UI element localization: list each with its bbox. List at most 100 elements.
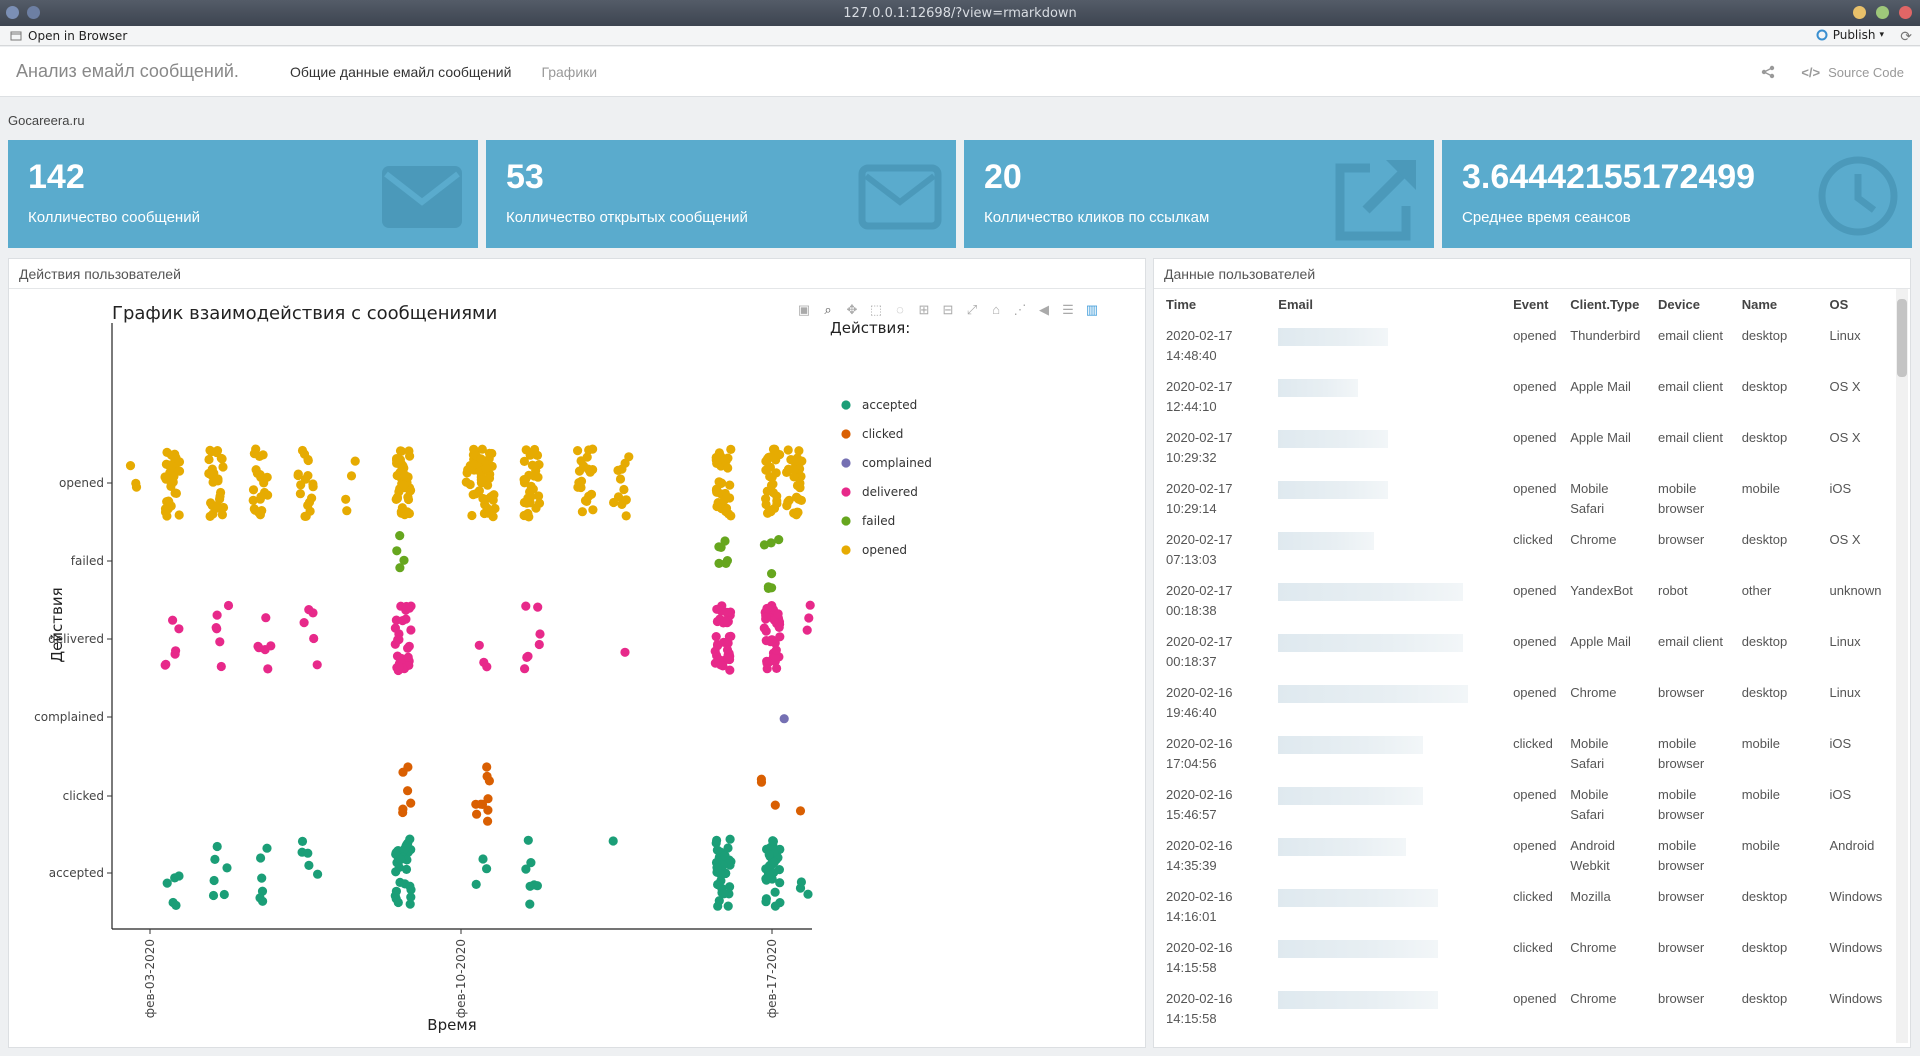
spike-lines-icon[interactable]: ⋰: [1013, 302, 1027, 317]
data-point-opened: [218, 462, 228, 472]
data-point-accepted: [405, 834, 415, 844]
table-scrollbar[interactable]: [1896, 289, 1908, 1043]
data-point-clicked: [756, 777, 767, 787]
data-point-accepted: [303, 848, 313, 858]
refresh-icon[interactable]: ⟳: [1900, 28, 1912, 44]
column-header-email[interactable]: Email: [1278, 296, 1313, 312]
open-in-browser-button[interactable]: Open in Browser: [0, 29, 127, 43]
column-header-name[interactable]: Name: [1741, 296, 1778, 312]
publish-button[interactable]: Publish ▾: [1815, 28, 1884, 42]
date-text: 2020-02-17: [1166, 328, 1233, 343]
date-text: 2020-02-16: [1166, 685, 1233, 700]
data-point-accepted: [482, 864, 492, 874]
legend-label-clicked[interactable]: clicked: [862, 427, 903, 441]
data-point-opened: [293, 470, 303, 481]
data-point-accepted: [725, 834, 735, 844]
data-point-delivered: [212, 610, 222, 620]
data-point-accepted: [525, 881, 535, 891]
scrollbar-thumb[interactable]: [1897, 299, 1907, 377]
data-point-delivered: [479, 657, 489, 667]
home-icon[interactable]: ⌂: [992, 302, 1000, 317]
maximize-button[interactable]: [1876, 6, 1889, 19]
x-axis-label: Время: [427, 1016, 476, 1034]
data-point-accepted: [222, 863, 232, 873]
source-code-link[interactable]: </> Source Code: [1801, 65, 1904, 80]
box-select-icon[interactable]: ⬚: [869, 302, 883, 317]
hover-closest-icon[interactable]: ◀: [1039, 302, 1049, 317]
legend-label-delivered[interactable]: delivered: [862, 485, 918, 499]
data-point-accepted: [719, 889, 729, 899]
pan-icon[interactable]: ✥: [846, 302, 858, 317]
data-point-opened: [295, 489, 305, 499]
column-header-event[interactable]: Event: [1513, 296, 1549, 312]
session-caption: Среднее время сеансов: [1462, 209, 1631, 226]
data-point-accepted: [713, 879, 723, 890]
os-cell: Windows: [1829, 940, 1883, 955]
data-point-accepted: [713, 901, 723, 911]
data-point-accepted: [720, 851, 730, 861]
data-point-opened: [524, 512, 534, 522]
data-point-clicked: [406, 798, 416, 808]
close-button[interactable]: [1899, 6, 1912, 19]
zoom-in-icon[interactable]: ⊞: [918, 302, 930, 317]
event-cell: clicked: [1513, 736, 1553, 751]
legend-label-accepted[interactable]: accepted: [862, 398, 917, 412]
event-cell: clicked: [1513, 940, 1553, 955]
data-point-accepted: [219, 889, 229, 900]
zoom-icon[interactable]: ⌕: [824, 302, 832, 317]
pin-icon[interactable]: [27, 6, 40, 19]
data-point-accepted: [478, 854, 488, 864]
email-cell: [1272, 778, 1507, 829]
lasso-select-icon[interactable]: ◌: [896, 302, 904, 317]
column-header-device[interactable]: Device: [1658, 296, 1700, 312]
tab-general[interactable]: Общие данные емайл сообщений: [290, 63, 512, 80]
time-text: 10:29:14: [1166, 501, 1217, 516]
value-box-clicks: 20 Колличество кликов по ссылкам: [964, 140, 1434, 248]
time-cell: 2020-02-17 10:29:32: [1160, 421, 1272, 472]
plotly-logo-icon[interactable]: ▥: [1085, 302, 1099, 317]
data-point-delivered: [711, 632, 721, 642]
legend-label-complained[interactable]: complained: [862, 456, 932, 470]
data-point-accepted: [257, 873, 267, 883]
device-cell: mobile browser: [1658, 481, 1705, 516]
y-tick-label: failed: [71, 554, 104, 568]
camera-icon[interactable]: ▣: [797, 302, 811, 317]
email-cell: [1272, 982, 1507, 1033]
legend-label-opened[interactable]: opened: [862, 543, 907, 557]
minimize-button[interactable]: [1853, 6, 1866, 19]
name-cell: desktop: [1741, 991, 1788, 1006]
data-point-opened: [125, 461, 136, 471]
y-tick-label: opened: [59, 476, 104, 490]
legend-label-failed[interactable]: failed: [862, 514, 895, 528]
data-point-accepted: [761, 875, 772, 885]
data-point-delivered: [309, 633, 319, 644]
data-point-opened: [796, 495, 807, 505]
autoscale-icon[interactable]: ⤢: [966, 302, 978, 317]
share-icon[interactable]: [1761, 65, 1775, 79]
column-header-client-type[interactable]: Client.Type: [1570, 296, 1640, 312]
site-name: Gocareera.ru: [8, 113, 85, 128]
time-text: 00:18:37: [1166, 654, 1217, 669]
column-header-time[interactable]: Time: [1166, 296, 1197, 312]
device-cell: mobile browser: [1658, 787, 1705, 822]
data-point-accepted: [174, 871, 184, 881]
tab-charts[interactable]: Графики: [541, 63, 598, 80]
app-icon[interactable]: [6, 6, 19, 19]
data-point-delivered: [770, 652, 780, 662]
address-url: 127.0.0.1:12698/?view=rmarkdown: [843, 5, 1077, 21]
redacted-email: [1278, 481, 1389, 499]
zoom-out-icon[interactable]: ⊟: [942, 302, 954, 317]
client-type-cell: Apple Mail: [1570, 379, 1631, 394]
time-cell: 2020-02-16 15:46:57: [1160, 778, 1272, 829]
data-point-opened: [768, 479, 778, 489]
data-point-accepted: [171, 900, 181, 911]
date-text: 2020-02-17: [1166, 634, 1233, 649]
data-point-delivered: [394, 662, 404, 672]
hover-compare-icon[interactable]: ☰: [1062, 302, 1074, 317]
column-header-os[interactable]: OS: [1829, 296, 1849, 312]
data-point-opened: [721, 506, 731, 517]
legend-marker-opened: [841, 545, 851, 555]
data-point-accepted: [405, 881, 415, 891]
data-point-delivered: [722, 653, 733, 663]
data-point-delivered: [534, 639, 544, 650]
